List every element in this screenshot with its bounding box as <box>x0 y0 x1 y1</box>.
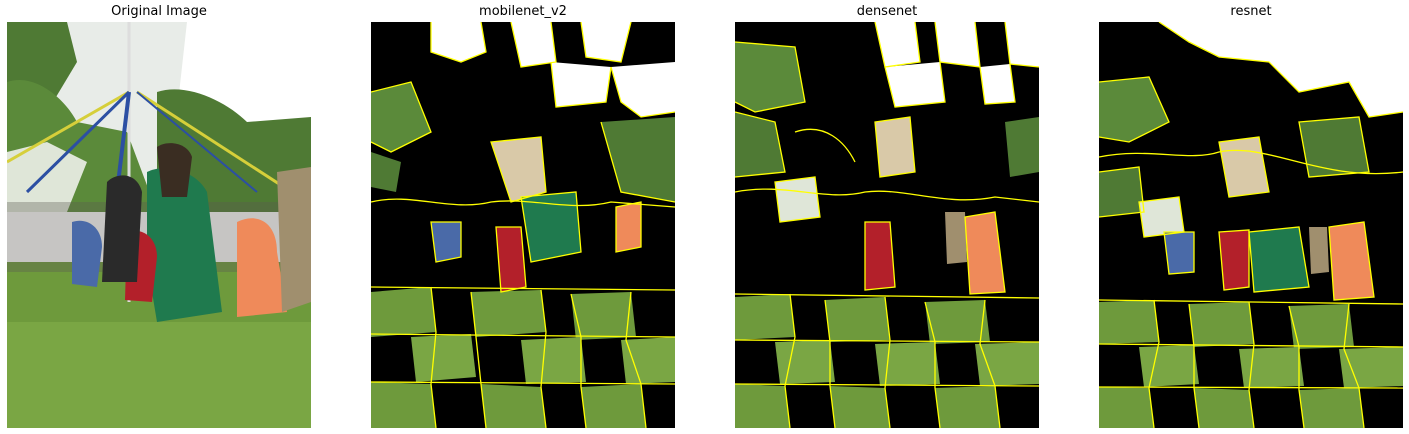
panel-title: densenet <box>856 4 918 19</box>
panel-mobilenet: mobilenet_v2 <box>371 0 675 434</box>
panel-title: mobilenet_v2 <box>479 4 567 19</box>
segmentation-resnet <box>1099 22 1403 428</box>
panel-title: resnet <box>1230 4 1272 19</box>
original-photo <box>7 22 311 428</box>
panel-original: Original Image <box>7 0 311 434</box>
segmentation-mobilenet <box>371 22 675 428</box>
segmentation-densenet <box>735 22 1039 428</box>
panel-resnet: resnet <box>1099 0 1403 434</box>
panel-title: Original Image <box>111 4 207 19</box>
panel-densenet: densenet <box>735 0 1039 434</box>
